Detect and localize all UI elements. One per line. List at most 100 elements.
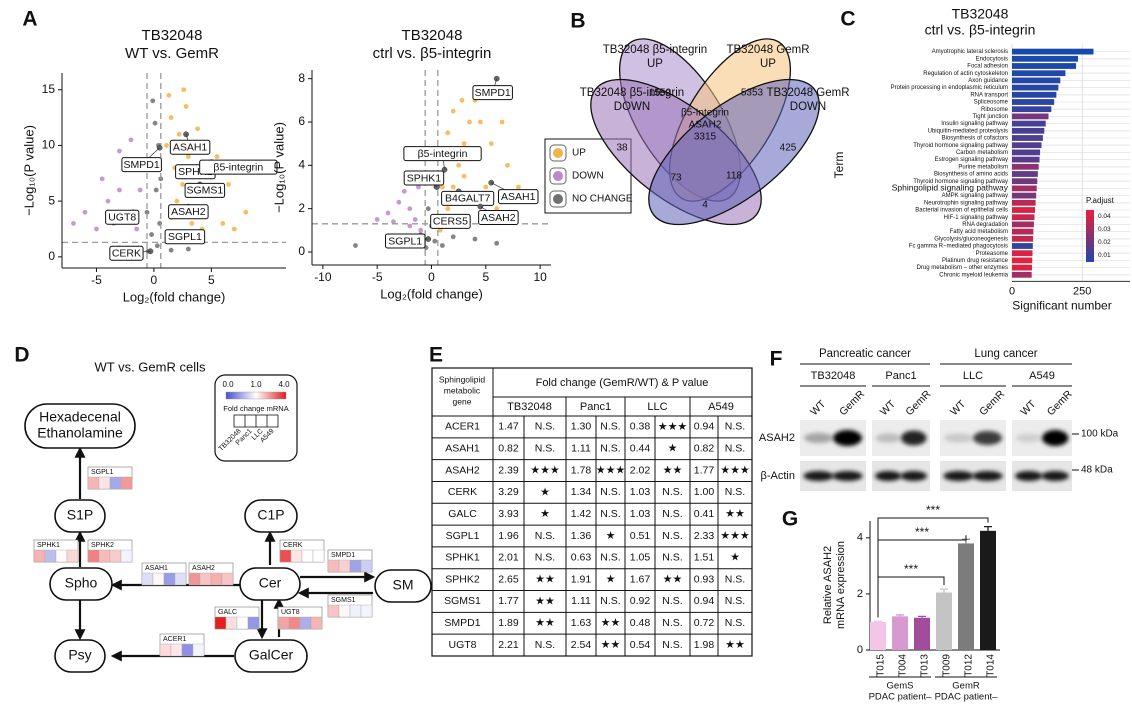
blot-band (803, 471, 834, 481)
gene-label-box (168, 204, 209, 220)
x-tick-label: 250 (1073, 285, 1091, 297)
plot-title: WT vs. GemR (125, 45, 219, 62)
heatmap-cell (225, 616, 238, 630)
volcano-point (385, 210, 391, 216)
table-cell: N.S. (662, 617, 682, 629)
blot-band (943, 471, 974, 481)
volcano-point (137, 187, 143, 193)
table-cell: SMPD1 (444, 617, 480, 629)
table-cell: 1.11 (571, 443, 591, 455)
bar (1012, 257, 1033, 264)
table-cell: ★★★ (596, 464, 626, 476)
venn-set-label: TB32048 β5-integrin (580, 87, 684, 99)
legend-tick-label: 0.04 (1098, 213, 1111, 220)
heatmap-cell (109, 549, 122, 563)
venn-set-label: DOWN (790, 101, 826, 113)
node-label: S1P (67, 507, 93, 523)
bar (1012, 214, 1035, 221)
heatmap-cell (290, 549, 303, 563)
volcano-point (516, 184, 521, 190)
table-cell: 1.91 (571, 573, 592, 585)
volcano-point (459, 97, 465, 103)
significance-bracket (877, 576, 945, 618)
table-cell: N.S. (600, 443, 620, 455)
pathway-node (54, 499, 106, 533)
pathway-node (239, 567, 301, 601)
term-label: Fatty acid metabolism (950, 229, 1008, 235)
gene-label: SPHK1 (407, 172, 442, 184)
gene-label: SMPD1 (124, 159, 160, 171)
blot-band (973, 431, 1003, 445)
blot-band (901, 430, 927, 446)
table-cell: 0.48 (630, 617, 651, 629)
blot-band (1015, 471, 1043, 481)
node-label: Spho (65, 575, 98, 591)
volcano-point (374, 217, 380, 222)
legend-tick-label: 1.0 (250, 380, 262, 389)
blot-band (1015, 433, 1042, 443)
table-cell: 1.89 (498, 617, 519, 629)
table-cell: ★ (606, 530, 616, 542)
legend-swatch (553, 148, 563, 158)
heatmap-cell (360, 604, 373, 618)
heatmap-cell (299, 616, 312, 630)
table-cell: SGMS1 (444, 595, 481, 607)
x-tick-label: 0 (1009, 285, 1015, 297)
y-axis-label: Term (832, 152, 846, 179)
volcano-point (488, 141, 494, 147)
table-cell: N.S. (600, 508, 620, 520)
group-label: GemS (887, 681, 914, 692)
table-cell: ★★ (725, 639, 745, 651)
gene-label-box (441, 190, 495, 206)
table-cell: 0.63 (571, 552, 592, 564)
bar (1012, 199, 1036, 206)
y-tick-label: 8 (298, 71, 305, 85)
gene-label: ASAH1 (501, 191, 536, 203)
bar (1012, 48, 1094, 55)
table-cell: 1.05 (630, 552, 651, 564)
term-label: Biosynthesis of amino acids (934, 172, 1008, 178)
bar (958, 543, 974, 650)
bar (1012, 63, 1077, 69)
table-cell: SGPL1 (446, 530, 480, 542)
blot-band (900, 471, 928, 481)
bar (1012, 264, 1032, 271)
group-label: Pancreatic cancer (819, 348, 911, 360)
term-label: Amyotrophic lateral sclerosis (932, 49, 1008, 55)
table-cell: 1.11 (571, 595, 591, 607)
volcano-point (134, 226, 140, 232)
table-cell: N.S. (662, 530, 682, 542)
table-cell: N.S. (725, 573, 745, 585)
pathway-node (54, 639, 106, 673)
volcano-point (176, 131, 182, 137)
node-label: Cer (259, 575, 282, 591)
y-tick-label: 4 (298, 158, 305, 172)
bar (1012, 127, 1045, 134)
x-tick-label: T015 (876, 654, 887, 677)
lane-label: WT (948, 398, 968, 418)
term-label: Ribosome (981, 107, 1009, 113)
color-bar (1086, 210, 1094, 262)
venn-count: 1552 (649, 88, 672, 99)
volcano-point (456, 162, 462, 168)
significance-label: *** (926, 503, 940, 517)
gene-label: CERS5 (433, 216, 468, 228)
table-cell: 0.44 (630, 443, 651, 455)
y-tick-label: 15 (42, 82, 56, 96)
node-label: SM (393, 577, 414, 593)
venn-set (648, 78, 820, 226)
heatmap-cell (109, 476, 122, 490)
table-header: Sphingolipid (439, 374, 486, 384)
table-cell: 2.54 (571, 639, 592, 651)
bar (870, 621, 886, 650)
gene-label: β5-integrin (418, 148, 468, 160)
volcano-point (353, 243, 358, 248)
gene-label-box (403, 170, 445, 186)
term-label: Thyroid hormone signaling pathway (913, 179, 1008, 185)
table-cell: N.S. (600, 552, 620, 564)
x-tick-label: 5 (482, 270, 489, 284)
heatmap-cell (327, 559, 340, 573)
chart-title: ctrl vs. β5-integrin (925, 22, 1036, 38)
volcano-point (416, 184, 421, 190)
lane-label: WT (1018, 398, 1038, 418)
